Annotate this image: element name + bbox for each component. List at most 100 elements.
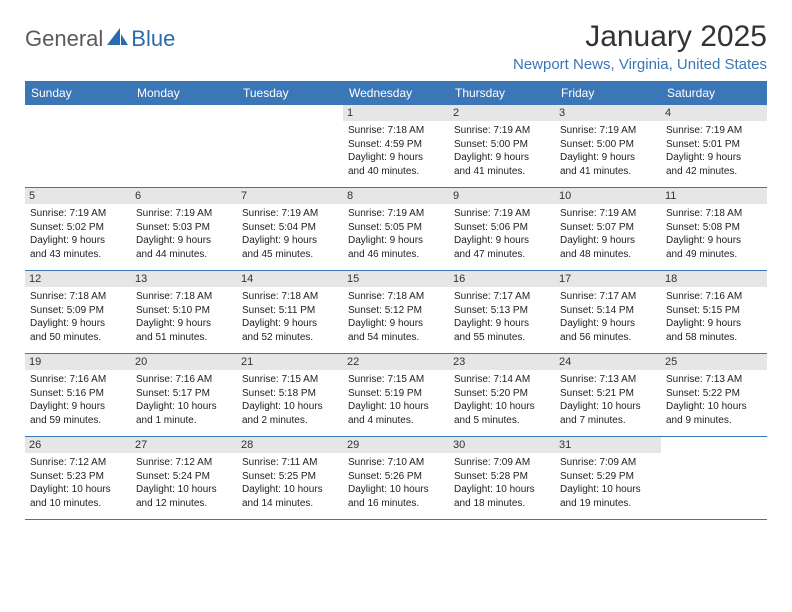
day-number: 1 xyxy=(343,105,449,121)
sunset-line: Sunset: 5:01 PM xyxy=(666,138,762,152)
calendar-cell xyxy=(25,105,131,187)
sunrise-line: Sunrise: 7:15 AM xyxy=(348,373,444,387)
calendar-cell: 11Sunrise: 7:18 AMSunset: 5:08 PMDayligh… xyxy=(661,188,767,270)
calendar-cell: 24Sunrise: 7:13 AMSunset: 5:21 PMDayligh… xyxy=(555,354,661,436)
day-number: 25 xyxy=(661,354,767,370)
weekday-friday: Friday xyxy=(555,81,661,105)
daylight2-line: and 42 minutes. xyxy=(666,165,762,179)
daylight2-line: and 45 minutes. xyxy=(242,248,338,262)
calendar-cell xyxy=(237,105,343,187)
sunset-line: Sunset: 5:15 PM xyxy=(666,304,762,318)
location-subtitle: Newport News, Virginia, United States xyxy=(513,56,767,73)
daylight2-line: and 40 minutes. xyxy=(348,165,444,179)
calendar-cell: 21Sunrise: 7:15 AMSunset: 5:18 PMDayligh… xyxy=(237,354,343,436)
sunset-line: Sunset: 5:24 PM xyxy=(136,470,232,484)
calendar-cell xyxy=(661,437,767,519)
sunset-line: Sunset: 5:07 PM xyxy=(560,221,656,235)
calendar-cell: 29Sunrise: 7:10 AMSunset: 5:26 PMDayligh… xyxy=(343,437,449,519)
daylight1-line: Daylight: 9 hours xyxy=(454,151,550,165)
day-number: 30 xyxy=(449,437,555,453)
daylight2-line: and 14 minutes. xyxy=(242,497,338,511)
calendar-cell: 6Sunrise: 7:19 AMSunset: 5:03 PMDaylight… xyxy=(131,188,237,270)
calendar-cell: 26Sunrise: 7:12 AMSunset: 5:23 PMDayligh… xyxy=(25,437,131,519)
sunset-line: Sunset: 5:09 PM xyxy=(30,304,126,318)
sunrise-line: Sunrise: 7:11 AM xyxy=(242,456,338,470)
day-number: 14 xyxy=(237,271,343,287)
sunset-line: Sunset: 5:08 PM xyxy=(666,221,762,235)
sunrise-line: Sunrise: 7:19 AM xyxy=(454,207,550,221)
sunrise-line: Sunrise: 7:18 AM xyxy=(30,290,126,304)
daylight1-line: Daylight: 9 hours xyxy=(666,151,762,165)
day-number: 26 xyxy=(25,437,131,453)
daylight1-line: Daylight: 10 hours xyxy=(666,400,762,414)
sunrise-line: Sunrise: 7:16 AM xyxy=(666,290,762,304)
daylight2-line: and 54 minutes. xyxy=(348,331,444,345)
calendar-cell: 16Sunrise: 7:17 AMSunset: 5:13 PMDayligh… xyxy=(449,271,555,353)
sunset-line: Sunset: 5:23 PM xyxy=(30,470,126,484)
calendar-cell: 31Sunrise: 7:09 AMSunset: 5:29 PMDayligh… xyxy=(555,437,661,519)
calendar-cell: 20Sunrise: 7:16 AMSunset: 5:17 PMDayligh… xyxy=(131,354,237,436)
calendar-page: General Blue January 2025 Newport News, … xyxy=(0,0,792,540)
calendar-cell: 30Sunrise: 7:09 AMSunset: 5:28 PMDayligh… xyxy=(449,437,555,519)
day-number: 17 xyxy=(555,271,661,287)
calendar-cell: 19Sunrise: 7:16 AMSunset: 5:16 PMDayligh… xyxy=(25,354,131,436)
daylight1-line: Daylight: 9 hours xyxy=(30,400,126,414)
logo-sail-icon xyxy=(107,28,129,51)
day-number: 22 xyxy=(343,354,449,370)
daylight1-line: Daylight: 9 hours xyxy=(666,317,762,331)
daylight2-line: and 41 minutes. xyxy=(560,165,656,179)
daylight1-line: Daylight: 10 hours xyxy=(136,400,232,414)
day-number: 23 xyxy=(449,354,555,370)
calendar-cell: 27Sunrise: 7:12 AMSunset: 5:24 PMDayligh… xyxy=(131,437,237,519)
sunrise-line: Sunrise: 7:19 AM xyxy=(560,124,656,138)
daylight1-line: Daylight: 9 hours xyxy=(560,151,656,165)
calendar-cell: 4 Sunrise: 7:19 AMSunset: 5:01 PMDaylight… xyxy=(661,105,767,187)
day-number: 21 xyxy=(237,354,343,370)
daylight2-line: and 56 minutes. xyxy=(560,331,656,345)
calendar-cell: 14Sunrise: 7:18 AMSunset: 5:11 PMDayligh… xyxy=(237,271,343,353)
daylight1-line: Daylight: 9 hours xyxy=(348,317,444,331)
day-number: 28 xyxy=(237,437,343,453)
daylight2-line: and 12 minutes. xyxy=(136,497,232,511)
sunrise-line: Sunrise: 7:18 AM xyxy=(666,207,762,221)
daylight2-line: and 4 minutes. xyxy=(348,414,444,428)
daylight2-line: and 41 minutes. xyxy=(454,165,550,179)
sunrise-line: Sunrise: 7:14 AM xyxy=(454,373,550,387)
daylight1-line: Daylight: 10 hours xyxy=(560,400,656,414)
day-number: 31 xyxy=(555,437,661,453)
weekday-monday: Monday xyxy=(131,81,237,105)
daylight1-line: Daylight: 9 hours xyxy=(242,234,338,248)
sunset-line: Sunset: 5:13 PM xyxy=(454,304,550,318)
day-number: 2 xyxy=(449,105,555,121)
sunset-line: Sunset: 5:19 PM xyxy=(348,387,444,401)
sunset-line: Sunset: 5:12 PM xyxy=(348,304,444,318)
sunrise-line: Sunrise: 7:16 AM xyxy=(136,373,232,387)
sunrise-line: Sunrise: 7:19 AM xyxy=(242,207,338,221)
calendar-cell: 18Sunrise: 7:16 AMSunset: 5:15 PMDayligh… xyxy=(661,271,767,353)
calendar-cell: 17Sunrise: 7:17 AMSunset: 5:14 PMDayligh… xyxy=(555,271,661,353)
day-number: 16 xyxy=(449,271,555,287)
daylight2-line: and 47 minutes. xyxy=(454,248,550,262)
daylight2-line: and 9 minutes. xyxy=(666,414,762,428)
day-number: 4 xyxy=(661,105,767,121)
sunset-line: Sunset: 5:03 PM xyxy=(136,221,232,235)
sunrise-line: Sunrise: 7:19 AM xyxy=(348,207,444,221)
daylight1-line: Daylight: 9 hours xyxy=(30,234,126,248)
sunset-line: Sunset: 5:04 PM xyxy=(242,221,338,235)
daylight2-line: and 44 minutes. xyxy=(136,248,232,262)
header-row: General Blue January 2025 Newport News, … xyxy=(25,20,767,73)
sunrise-line: Sunrise: 7:19 AM xyxy=(666,124,762,138)
day-number: 11 xyxy=(661,188,767,204)
sunset-line: Sunset: 5:02 PM xyxy=(30,221,126,235)
calendar-cell: 7Sunrise: 7:19 AMSunset: 5:04 PMDaylight… xyxy=(237,188,343,270)
day-number: 20 xyxy=(131,354,237,370)
daylight2-line: and 18 minutes. xyxy=(454,497,550,511)
calendar-week: 5Sunrise: 7:19 AMSunset: 5:02 PMDaylight… xyxy=(25,188,767,271)
daylight2-line: and 55 minutes. xyxy=(454,331,550,345)
sunrise-line: Sunrise: 7:19 AM xyxy=(454,124,550,138)
daylight2-line: and 49 minutes. xyxy=(666,248,762,262)
calendar-week: 1Sunrise: 7:18 AMSunset: 4:59 PMDaylight… xyxy=(25,105,767,188)
daylight1-line: Daylight: 10 hours xyxy=(136,483,232,497)
sunrise-line: Sunrise: 7:17 AM xyxy=(560,290,656,304)
calendar-cell: 8Sunrise: 7:19 AMSunset: 5:05 PMDaylight… xyxy=(343,188,449,270)
